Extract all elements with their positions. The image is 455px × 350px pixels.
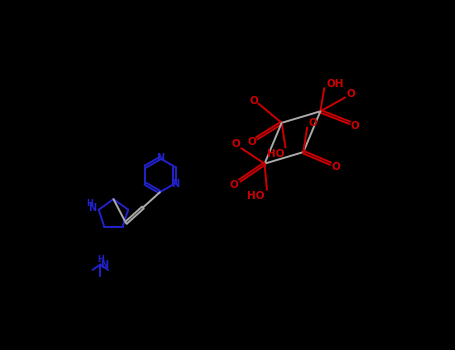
Text: O: O xyxy=(247,137,256,147)
Text: OH: OH xyxy=(326,79,344,89)
Text: O: O xyxy=(332,162,340,172)
Text: O: O xyxy=(351,121,359,131)
Text: O: O xyxy=(346,89,355,99)
Text: N: N xyxy=(100,260,108,270)
Text: N: N xyxy=(88,203,96,213)
Text: O: O xyxy=(249,96,258,105)
Text: N: N xyxy=(172,179,180,189)
Text: HO: HO xyxy=(248,191,265,201)
Text: O: O xyxy=(232,139,240,149)
Text: H: H xyxy=(86,199,93,208)
Text: O: O xyxy=(308,118,317,128)
Text: N: N xyxy=(156,153,164,163)
Text: H: H xyxy=(97,256,104,264)
Text: O: O xyxy=(230,180,239,190)
Text: HO: HO xyxy=(268,149,285,159)
